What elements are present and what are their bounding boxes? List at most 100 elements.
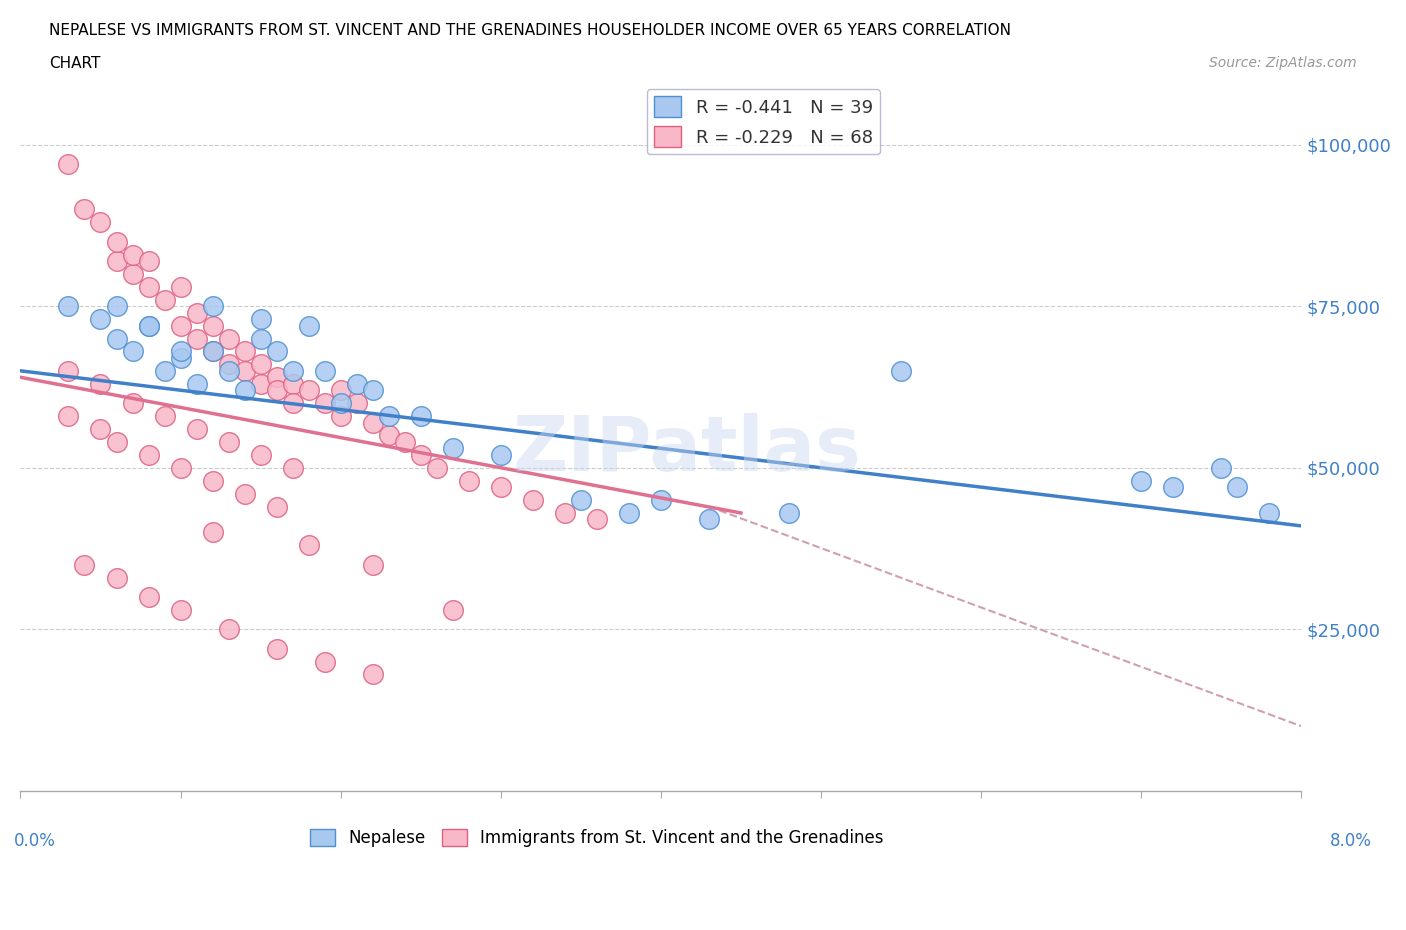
Point <box>73 557 96 572</box>
Point <box>489 447 512 462</box>
Point <box>218 331 240 346</box>
Point <box>361 557 384 572</box>
Point <box>249 447 271 462</box>
Point <box>281 395 304 410</box>
Text: 8.0%: 8.0% <box>1330 831 1372 849</box>
Point <box>186 421 208 436</box>
Point <box>201 318 224 333</box>
Point <box>169 344 191 359</box>
Point <box>281 460 304 475</box>
Point <box>266 499 288 514</box>
Point <box>201 344 224 359</box>
Point <box>105 434 128 449</box>
Point <box>169 318 191 333</box>
Point <box>138 318 160 333</box>
Point <box>58 408 80 423</box>
Point <box>266 641 288 656</box>
Point <box>169 603 191 618</box>
Point <box>169 279 191 294</box>
Point <box>1161 480 1184 495</box>
Point <box>121 267 143 282</box>
Point <box>105 570 128 585</box>
Point <box>1130 473 1153 488</box>
Point <box>121 247 143 262</box>
Point <box>361 667 384 682</box>
Point <box>249 377 271 392</box>
Point <box>186 305 208 320</box>
Point <box>138 279 160 294</box>
Point <box>201 473 224 488</box>
Point <box>585 512 607 527</box>
Point <box>314 654 336 669</box>
Point <box>89 421 111 436</box>
Point <box>249 331 271 346</box>
Point <box>233 383 256 398</box>
Point <box>314 364 336 379</box>
Point <box>377 428 399 443</box>
Point <box>153 364 176 379</box>
Point <box>218 434 240 449</box>
Point <box>138 447 160 462</box>
Point <box>329 395 352 410</box>
Point <box>697 512 720 527</box>
Point <box>105 254 128 269</box>
Point <box>650 493 672 508</box>
Point <box>138 590 160 604</box>
Point <box>569 493 592 508</box>
Point <box>778 506 800 521</box>
Point <box>617 506 640 521</box>
Point <box>121 344 143 359</box>
Point <box>329 383 352 398</box>
Point <box>201 525 224 539</box>
Point <box>329 408 352 423</box>
Point <box>266 370 288 385</box>
Point <box>249 312 271 326</box>
Point <box>314 395 336 410</box>
Text: 0.0%: 0.0% <box>14 831 56 849</box>
Point <box>105 331 128 346</box>
Point <box>298 318 321 333</box>
Point <box>233 344 256 359</box>
Point <box>201 299 224 313</box>
Point <box>1226 480 1249 495</box>
Point <box>1258 506 1281 521</box>
Point <box>201 344 224 359</box>
Point <box>281 364 304 379</box>
Point <box>58 156 80 171</box>
Point <box>169 460 191 475</box>
Point <box>138 318 160 333</box>
Point <box>457 473 479 488</box>
Point <box>58 364 80 379</box>
Point <box>441 603 464 618</box>
Point <box>1211 460 1233 475</box>
Point <box>298 538 321 552</box>
Point <box>346 395 368 410</box>
Point <box>361 415 384 430</box>
Point <box>233 486 256 501</box>
Point <box>58 299 80 313</box>
Point <box>489 480 512 495</box>
Text: CHART: CHART <box>49 56 101 71</box>
Point <box>89 377 111 392</box>
Point <box>426 460 449 475</box>
Point <box>409 447 432 462</box>
Point <box>266 344 288 359</box>
Point <box>346 377 368 392</box>
Point <box>153 292 176 307</box>
Point <box>73 202 96 217</box>
Point <box>138 254 160 269</box>
Point <box>186 377 208 392</box>
Point <box>153 408 176 423</box>
Point <box>89 215 111 230</box>
Point <box>361 383 384 398</box>
Point <box>169 351 191 365</box>
Point <box>522 493 544 508</box>
Text: Source: ZipAtlas.com: Source: ZipAtlas.com <box>1209 56 1357 70</box>
Point <box>233 364 256 379</box>
Point <box>218 622 240 637</box>
Point <box>105 299 128 313</box>
Text: ZIPatlas: ZIPatlas <box>512 413 860 486</box>
Point <box>218 357 240 372</box>
Point <box>554 506 576 521</box>
Point <box>89 312 111 326</box>
